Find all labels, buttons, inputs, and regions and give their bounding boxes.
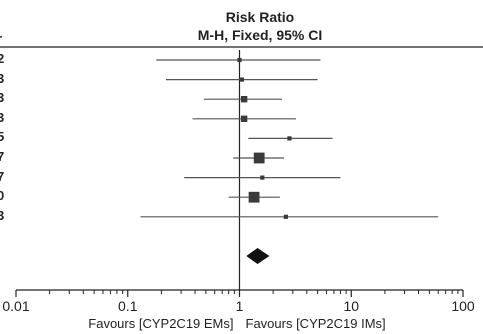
study-point-box — [237, 57, 242, 63]
study-label: 2 — [0, 51, 5, 66]
study-point-box — [240, 115, 248, 122]
x-tick-label: 0.01 — [2, 298, 29, 314]
study-point-box — [253, 152, 265, 164]
study-label: 3 — [0, 70, 5, 86]
study-point-box — [287, 136, 292, 141]
study-label: 3 — [0, 90, 5, 106]
x-tick-label: 10 — [343, 298, 359, 314]
overall-diamond — [246, 248, 270, 264]
study-point-box — [240, 96, 248, 103]
column-header-label: r — [0, 31, 2, 46]
study-label: 0 — [0, 188, 5, 204]
x-tick-label: 0.1 — [118, 298, 138, 314]
study-label: 7 — [0, 168, 5, 184]
study-point-box — [239, 77, 244, 82]
chart-title: Risk Ratio — [225, 9, 295, 25]
study-label: 3 — [0, 207, 5, 223]
study-point-box — [283, 214, 288, 219]
chart-subtitle: M-H, Fixed, 95% CI — [197, 27, 323, 43]
study-label: 7 — [0, 149, 5, 164]
study-label: 5 — [0, 129, 5, 145]
study-label: 3 — [0, 109, 5, 125]
x-tick-label: 100 — [451, 298, 475, 314]
x-tick-label: 1 — [236, 298, 244, 314]
study-point-box — [248, 191, 260, 203]
favours-left-label: Favours [CYP2C19 EMs] — [88, 316, 233, 331]
study-point-box — [260, 175, 265, 180]
favours-right-label: Favours [CYP2C19 IMs] — [246, 316, 386, 331]
